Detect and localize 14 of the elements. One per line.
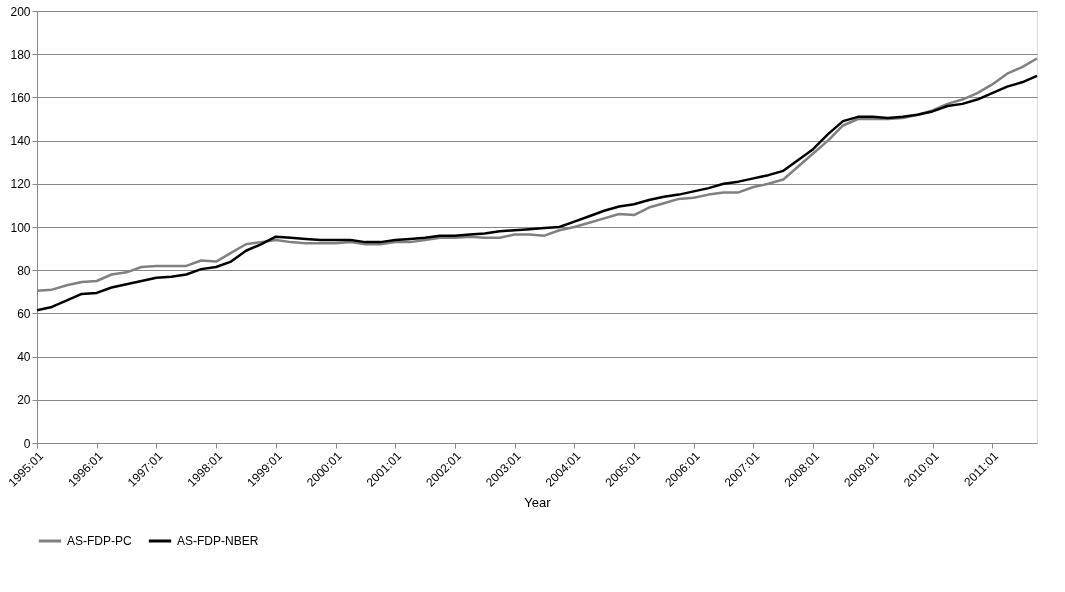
y-tick-label: 180 <box>10 47 31 62</box>
legend-label: AS-FDP-NBER <box>177 534 259 548</box>
y-tick-label: 20 <box>17 393 31 408</box>
y-tick-label: 40 <box>17 350 31 365</box>
y-tick-label: 160 <box>10 90 31 105</box>
y-tick-label: 100 <box>10 220 31 235</box>
y-tick-label: 0 <box>23 436 31 451</box>
y-tick-label: 140 <box>10 134 31 149</box>
y-tick-label: 120 <box>10 177 31 192</box>
y-tick-label: 60 <box>17 306 31 321</box>
y-tick-label: 80 <box>17 263 31 278</box>
x-axis-title: Year <box>524 494 552 510</box>
y-tick-label: 200 <box>10 4 31 19</box>
legend-label: AS-FDP-PC <box>67 534 132 548</box>
